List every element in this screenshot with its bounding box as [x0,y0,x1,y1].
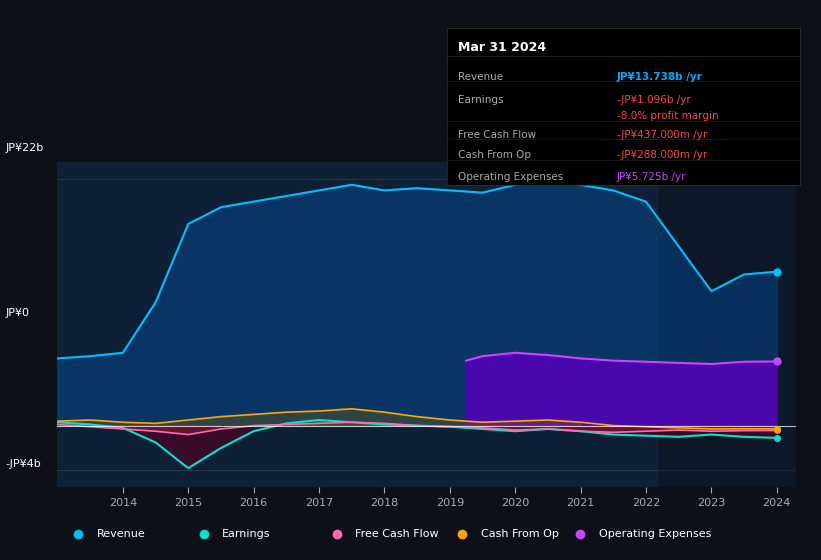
Bar [659,162,796,487]
Text: Revenue: Revenue [458,72,503,82]
Text: Earnings: Earnings [458,95,503,105]
Text: Revenue: Revenue [97,529,145,539]
Text: JP¥13.738b /yr: JP¥13.738b /yr [617,72,703,82]
Text: Operating Expenses: Operating Expenses [458,172,563,182]
Text: -8.0% profit margin: -8.0% profit margin [617,111,718,121]
Text: Cash From Op: Cash From Op [458,150,531,160]
Text: Cash From Op: Cash From Op [481,529,558,539]
Text: Free Cash Flow: Free Cash Flow [355,529,438,539]
Text: -JP¥288.000m /yr: -JP¥288.000m /yr [617,150,707,160]
Text: Operating Expenses: Operating Expenses [599,529,711,539]
Text: JP¥22b: JP¥22b [6,143,44,153]
Text: -JP¥437.000m /yr: -JP¥437.000m /yr [617,130,707,140]
Text: -JP¥1.096b /yr: -JP¥1.096b /yr [617,95,690,105]
Text: Earnings: Earnings [222,529,271,539]
Text: Mar 31 2024: Mar 31 2024 [458,40,546,54]
Text: JP¥5.725b /yr: JP¥5.725b /yr [617,172,686,182]
Text: JP¥0: JP¥0 [6,309,30,319]
Text: Free Cash Flow: Free Cash Flow [458,130,536,140]
Text: -JP¥4b: -JP¥4b [6,459,42,469]
